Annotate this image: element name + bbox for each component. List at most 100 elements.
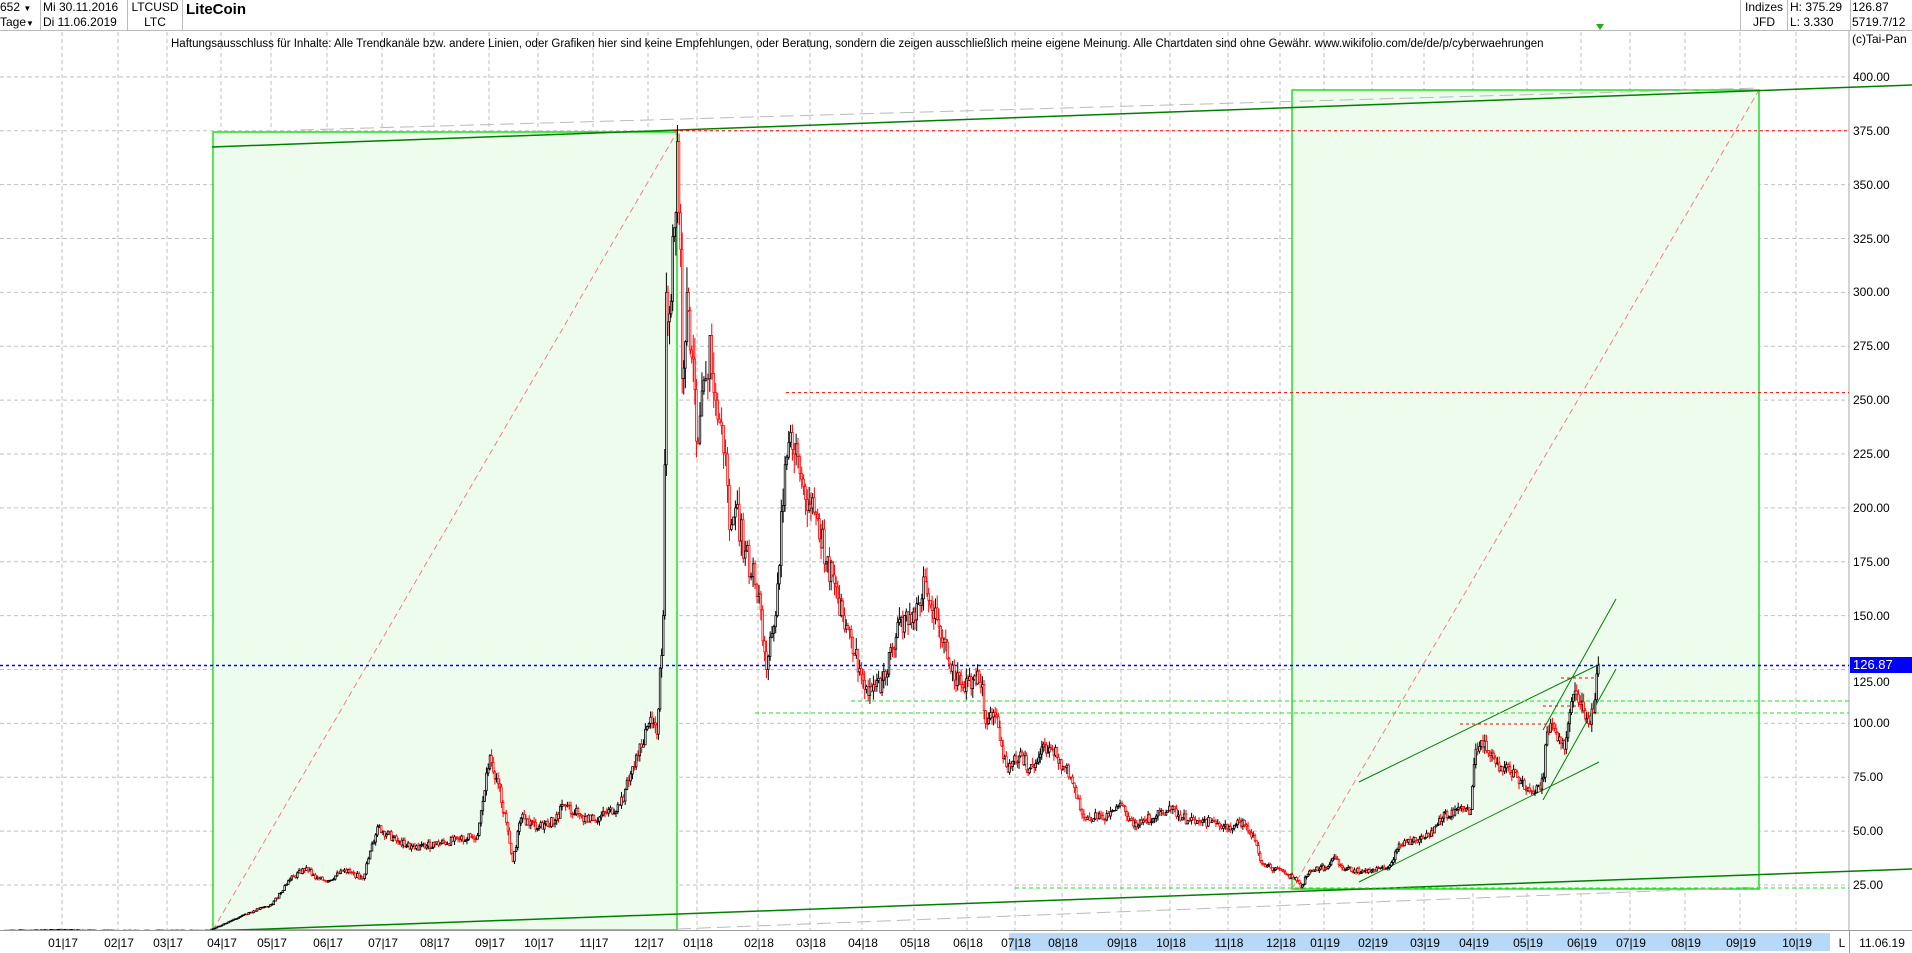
- candle-body: [1572, 694, 1574, 701]
- candle-body: [936, 608, 938, 620]
- x-tick-label: 10|18: [1156, 936, 1186, 950]
- candle: [559, 804, 561, 818]
- x-tick-label: 11|17: [580, 936, 609, 950]
- candle-body: [597, 821, 599, 822]
- candle: [369, 851, 371, 860]
- candle-body: [681, 249, 683, 378]
- candle-body: [436, 842, 438, 844]
- candle-body: [313, 875, 315, 876]
- candle-body: [443, 841, 445, 842]
- candle: [1470, 809, 1472, 815]
- candle: [876, 674, 878, 692]
- candle-body: [648, 723, 650, 726]
- candle: [1189, 817, 1191, 822]
- candle-body: [689, 310, 691, 349]
- candle: [1102, 812, 1104, 821]
- candle-body: [742, 520, 744, 558]
- candle: [1083, 809, 1085, 821]
- candle-body: [850, 630, 852, 638]
- candle: [1117, 804, 1119, 809]
- candle: [659, 667, 661, 712]
- candle: [699, 402, 701, 445]
- candle: [1149, 813, 1151, 825]
- candle-body: [1406, 841, 1408, 842]
- x-tick-label: 02|17: [104, 936, 134, 950]
- candle-body: [494, 772, 496, 779]
- candle: [1093, 818, 1095, 821]
- candle-body: [637, 755, 639, 756]
- candle-body: [1041, 747, 1043, 754]
- candle-body: [366, 864, 368, 874]
- candle-body: [1415, 838, 1417, 841]
- candle: [1196, 820, 1198, 824]
- candle-body: [559, 806, 561, 818]
- x-tick-label: 04|17: [207, 936, 237, 950]
- candle: [1072, 774, 1074, 784]
- candle-body: [960, 675, 962, 684]
- candle: [1202, 817, 1204, 826]
- scale-mode-button[interactable]: L: [1839, 936, 1846, 950]
- candle-body: [1183, 814, 1185, 818]
- candle-body: [1193, 817, 1195, 819]
- candle-body: [316, 877, 318, 878]
- candle-body: [886, 674, 888, 677]
- candle-body: [795, 444, 797, 454]
- candle-body: [835, 583, 837, 587]
- candle-body: [699, 416, 701, 443]
- candle-body: [1389, 866, 1391, 868]
- candle-body: [659, 668, 661, 709]
- candle-body: [601, 815, 603, 817]
- candle-body: [1378, 868, 1380, 869]
- candle-body: [1204, 819, 1206, 820]
- candle: [1221, 824, 1223, 830]
- y-tick-label: 375.00: [1853, 124, 1890, 138]
- candle-body: [1001, 740, 1003, 745]
- candle-body: [558, 814, 560, 818]
- candle-body: [1398, 844, 1400, 849]
- candle-body: [606, 812, 608, 813]
- candle-body: [583, 816, 585, 821]
- candle-body: [1516, 772, 1518, 777]
- candle-body: [335, 876, 337, 879]
- candle-body: [766, 652, 768, 670]
- candle-body: [819, 519, 821, 539]
- candle: [766, 640, 768, 678]
- candle-body: [1404, 841, 1406, 846]
- candle-body: [1407, 839, 1409, 842]
- price-chart[interactable]: [0, 0, 1912, 930]
- candle-body: [983, 685, 985, 711]
- candle-body: [1077, 798, 1079, 799]
- candle-body: [459, 839, 461, 840]
- candle: [672, 224, 674, 311]
- candle-body: [329, 880, 331, 881]
- candle: [814, 487, 816, 515]
- candle: [1472, 785, 1474, 810]
- candle-body: [1106, 814, 1108, 820]
- candle-body: [333, 879, 335, 880]
- candle-body: [678, 142, 680, 213]
- candle-body: [519, 823, 521, 831]
- candle-body: [1196, 820, 1198, 823]
- candle-body: [696, 390, 698, 442]
- candle-body: [1018, 756, 1020, 762]
- candle: [775, 611, 777, 633]
- candle: [762, 605, 764, 646]
- candle-body: [1598, 665, 1600, 673]
- y-tick-label: 250.00: [1853, 393, 1890, 407]
- x-tick-label: 09|18: [1107, 936, 1137, 950]
- candle-body: [275, 898, 277, 901]
- x-tick-label: 03|18: [796, 936, 826, 950]
- candle-body: [1224, 824, 1226, 826]
- candle: [707, 374, 709, 400]
- candle-body: [1358, 868, 1360, 873]
- candle-body: [832, 562, 834, 575]
- candle-body: [306, 868, 308, 871]
- x-tick-label: 11|18: [1215, 936, 1244, 950]
- candle-body: [897, 623, 899, 638]
- candle-body: [1223, 826, 1225, 828]
- candle: [805, 484, 807, 515]
- candle-body: [921, 599, 923, 606]
- candle-body: [1226, 824, 1228, 828]
- candle-body: [924, 577, 926, 582]
